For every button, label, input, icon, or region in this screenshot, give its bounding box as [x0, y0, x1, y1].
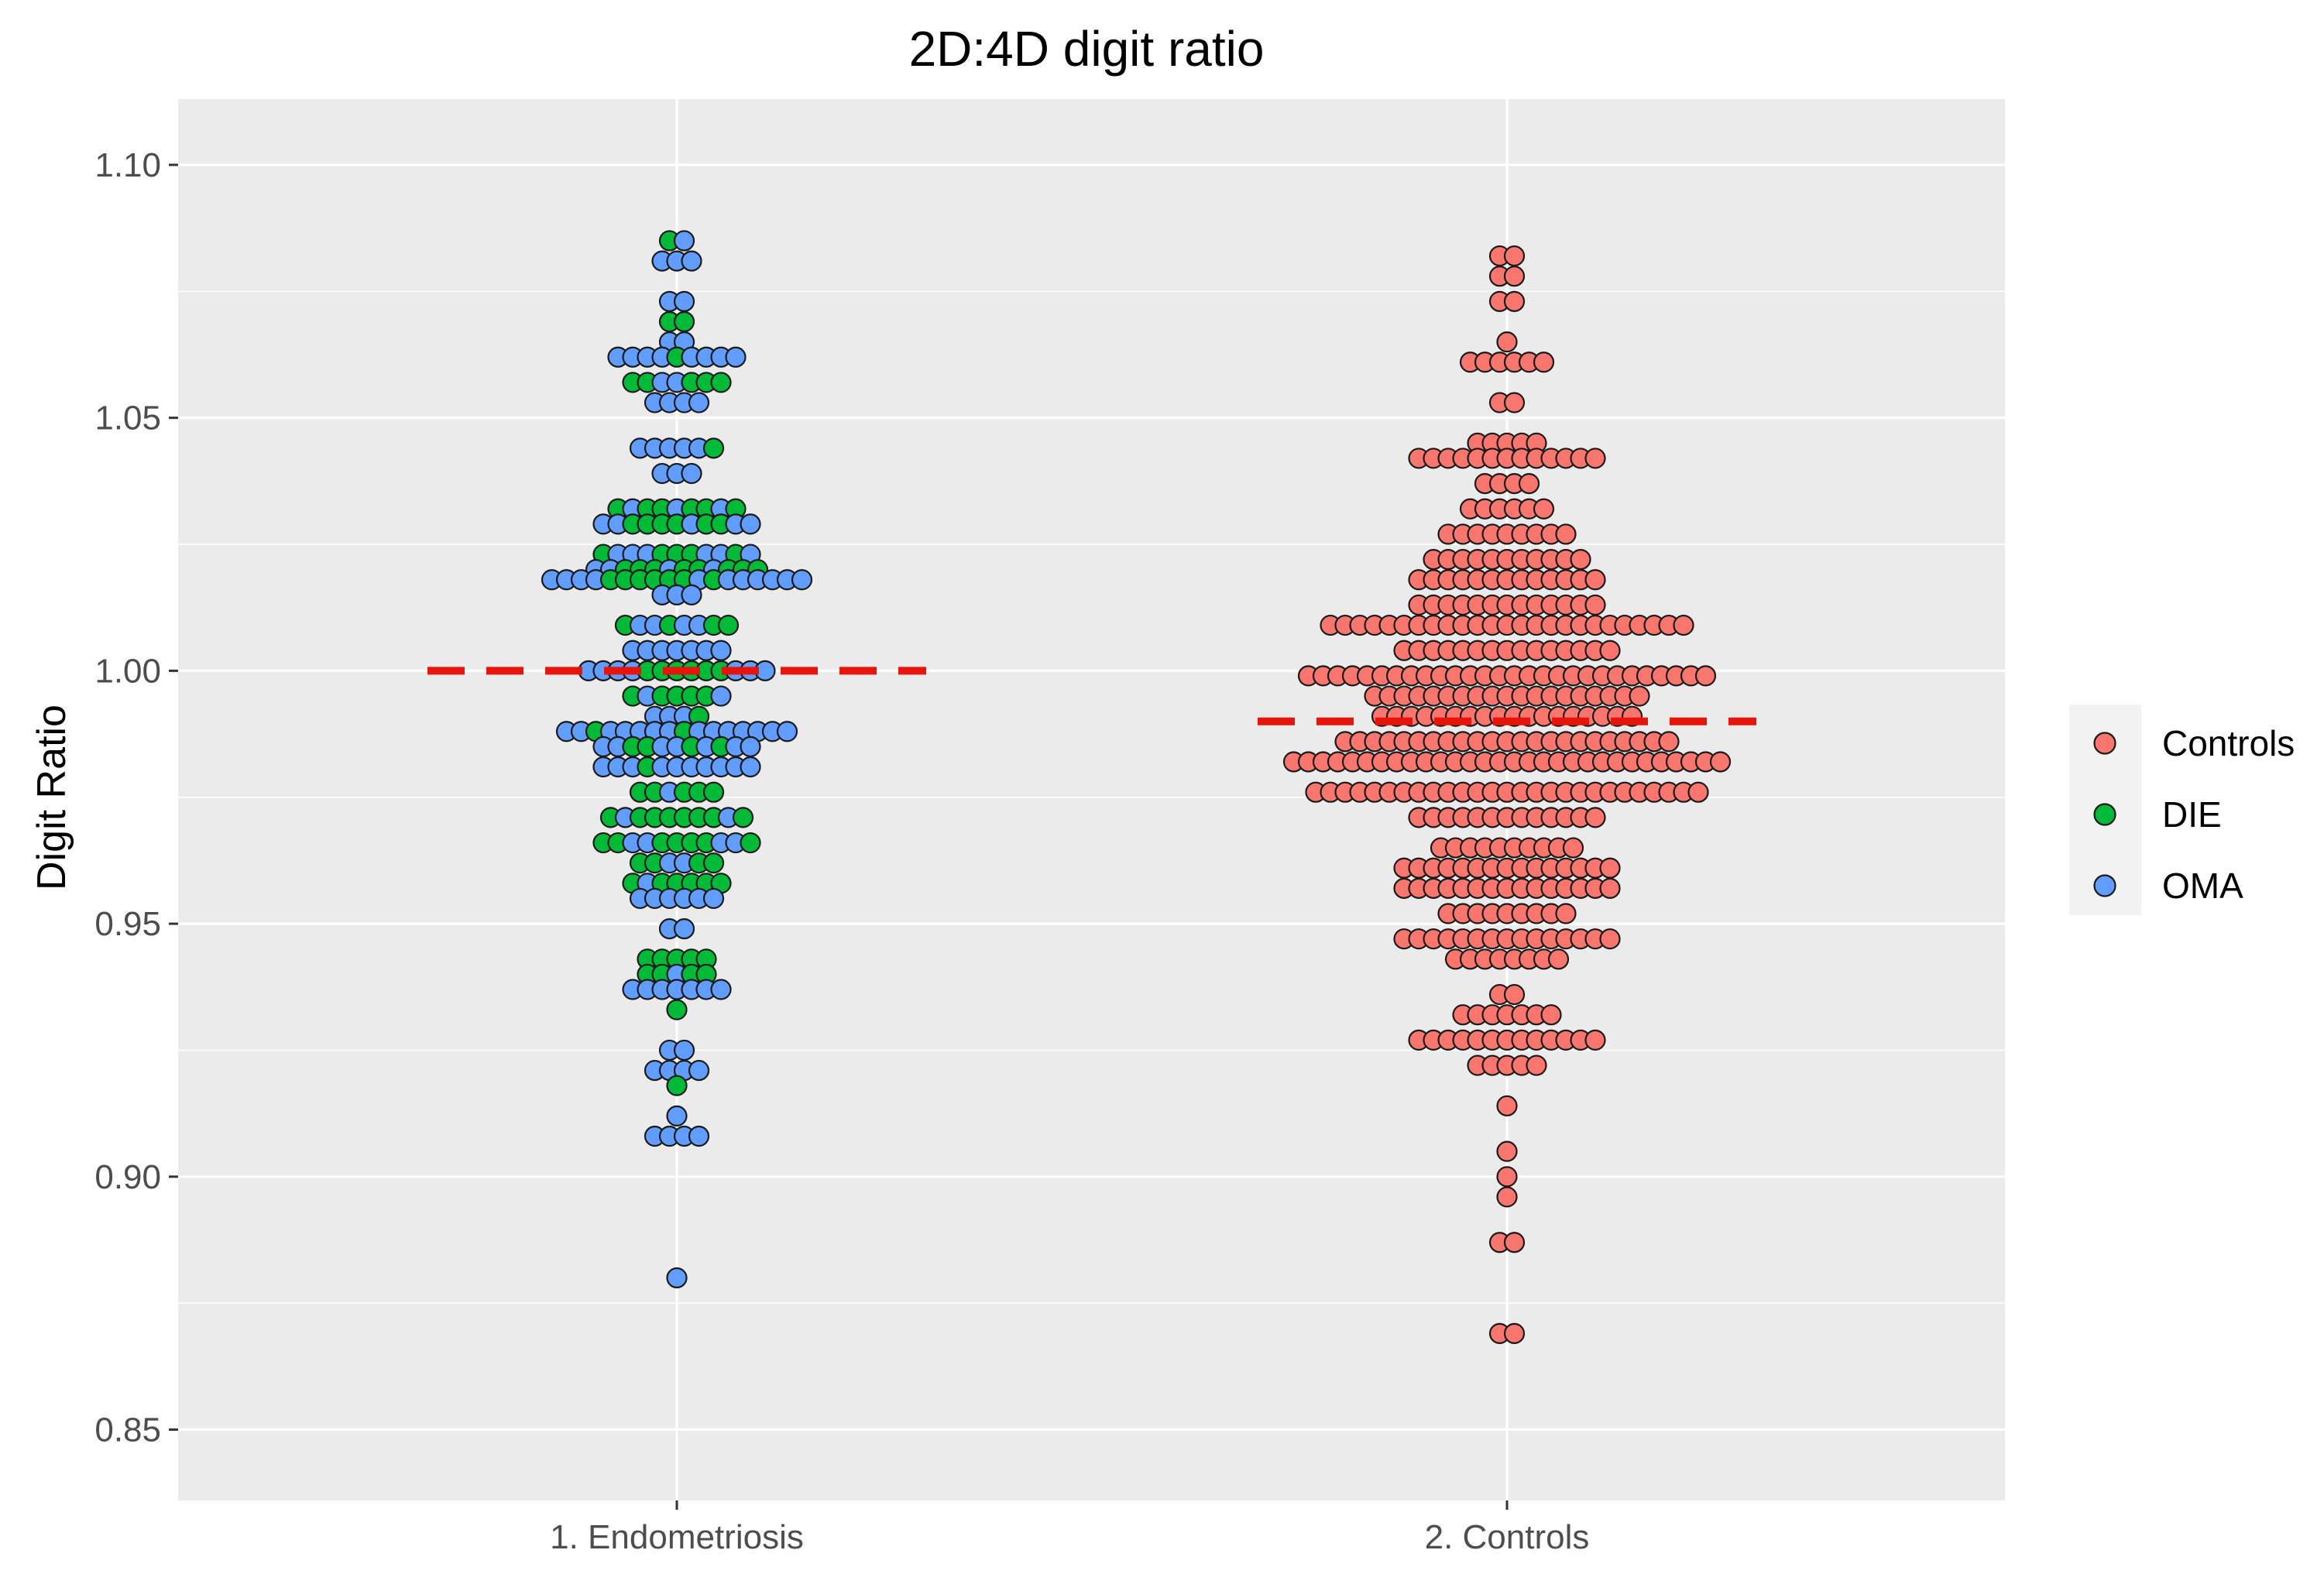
data-point-controls — [1533, 498, 1555, 520]
data-point-oma — [702, 887, 725, 910]
data-point-controls — [1694, 665, 1717, 687]
data-point-controls — [1673, 614, 1694, 636]
data-point-controls — [1503, 1232, 1526, 1253]
data-point-oma — [688, 392, 710, 413]
data-point-oma — [791, 569, 813, 591]
data-point-die — [717, 614, 740, 636]
y-tick-label: 0.95 — [94, 905, 161, 943]
data-point-die — [702, 852, 725, 874]
axes: 0.85 0.90 0.95 1.00 1.05 1.10 1. Endometriosis… — [94, 146, 1589, 1556]
data-point-oma — [740, 736, 761, 757]
data-point-controls — [1503, 266, 1526, 287]
data-point-die — [732, 807, 754, 828]
data-point-controls — [1503, 245, 1526, 267]
data-point-oma — [681, 250, 702, 272]
data-point-controls — [1599, 640, 1621, 661]
data-point-controls — [1503, 983, 1526, 1006]
data-point-oma — [666, 1267, 688, 1289]
data-point-controls — [1496, 331, 1518, 353]
data-point-oma — [710, 979, 732, 1000]
data-point-oma — [740, 513, 761, 535]
legend-swatch-controls — [2093, 732, 2116, 755]
legend-label-controls: Controls — [2162, 723, 2295, 763]
data-point-controls — [1687, 781, 1709, 803]
data-point-controls — [1599, 857, 1621, 879]
y-tick-label: 0.85 — [94, 1411, 161, 1449]
legend-swatch-oma — [2093, 874, 2116, 897]
data-point-oma — [725, 346, 747, 368]
data-point-controls — [1658, 731, 1680, 753]
data-point-die — [673, 310, 695, 333]
data-point-controls — [1496, 1095, 1518, 1116]
data-point-oma — [710, 685, 732, 707]
legend: Controls DIE OMA — [2069, 705, 2295, 915]
data-point-controls — [1540, 1004, 1562, 1026]
data-point-controls — [1584, 807, 1606, 828]
data-point-oma — [710, 640, 732, 661]
data-point-controls — [1584, 448, 1606, 469]
data-point-die — [702, 781, 725, 803]
data-point-controls — [1518, 473, 1540, 495]
data-point-controls — [1555, 903, 1577, 924]
data-point-oma — [688, 1125, 710, 1147]
data-point-controls — [1562, 837, 1584, 859]
chart-title: 2D:4D digit ratio — [909, 21, 1265, 77]
data-point-controls — [1496, 1186, 1518, 1208]
data-point-controls — [1599, 928, 1621, 950]
data-point-controls — [1503, 290, 1526, 312]
y-tick-label: 1.05 — [94, 400, 161, 437]
x-tick-label: 1. Endometriosis — [550, 1518, 804, 1556]
x-tick-label: 2. Controls — [1425, 1518, 1590, 1556]
data-point-oma — [681, 584, 702, 605]
data-point-controls — [1709, 751, 1732, 773]
plot-panel — [178, 99, 2005, 1500]
y-axis-label: Digit Ratio — [29, 705, 74, 890]
legend-swatch-die — [2093, 803, 2116, 826]
data-point-controls — [1584, 569, 1606, 591]
mean-lines — [427, 667, 1756, 725]
y-tick-label: 1.00 — [94, 652, 161, 690]
data-point-die — [666, 999, 688, 1020]
data-point-die — [666, 1075, 688, 1096]
data-point-oma — [688, 1059, 710, 1082]
data-point-controls — [1526, 1054, 1547, 1076]
data-point-controls — [1629, 685, 1650, 707]
data-point-die — [740, 832, 761, 854]
data-point-oma — [776, 721, 798, 742]
data-point-controls — [1584, 1029, 1606, 1051]
data-point-controls — [1503, 392, 1526, 413]
data-point-controls — [1584, 594, 1606, 616]
data-point-oma — [666, 1105, 688, 1126]
dot-layer — [541, 230, 1732, 1344]
data-point-oma — [673, 230, 695, 252]
legend-label-oma: OMA — [2162, 866, 2243, 906]
data-point-controls — [1496, 1140, 1518, 1162]
data-point-oma — [673, 918, 695, 940]
data-point-controls — [1533, 351, 1555, 373]
data-point-controls — [1599, 877, 1621, 899]
data-point-oma — [673, 1039, 695, 1061]
data-point-die — [710, 372, 732, 393]
y-tick-label: 1.10 — [94, 146, 161, 184]
data-point-controls — [1496, 1166, 1518, 1188]
legend-label-die: DIE — [2162, 794, 2222, 835]
data-point-controls — [1555, 523, 1577, 545]
data-point-controls — [1503, 1322, 1526, 1344]
data-point-die — [702, 437, 725, 459]
y-tick-label: 0.90 — [94, 1158, 161, 1196]
data-point-oma — [681, 462, 702, 485]
data-point-oma — [673, 290, 695, 312]
data-point-oma — [740, 756, 761, 778]
data-point-controls — [1570, 549, 1591, 571]
data-point-controls — [1547, 948, 1570, 970]
